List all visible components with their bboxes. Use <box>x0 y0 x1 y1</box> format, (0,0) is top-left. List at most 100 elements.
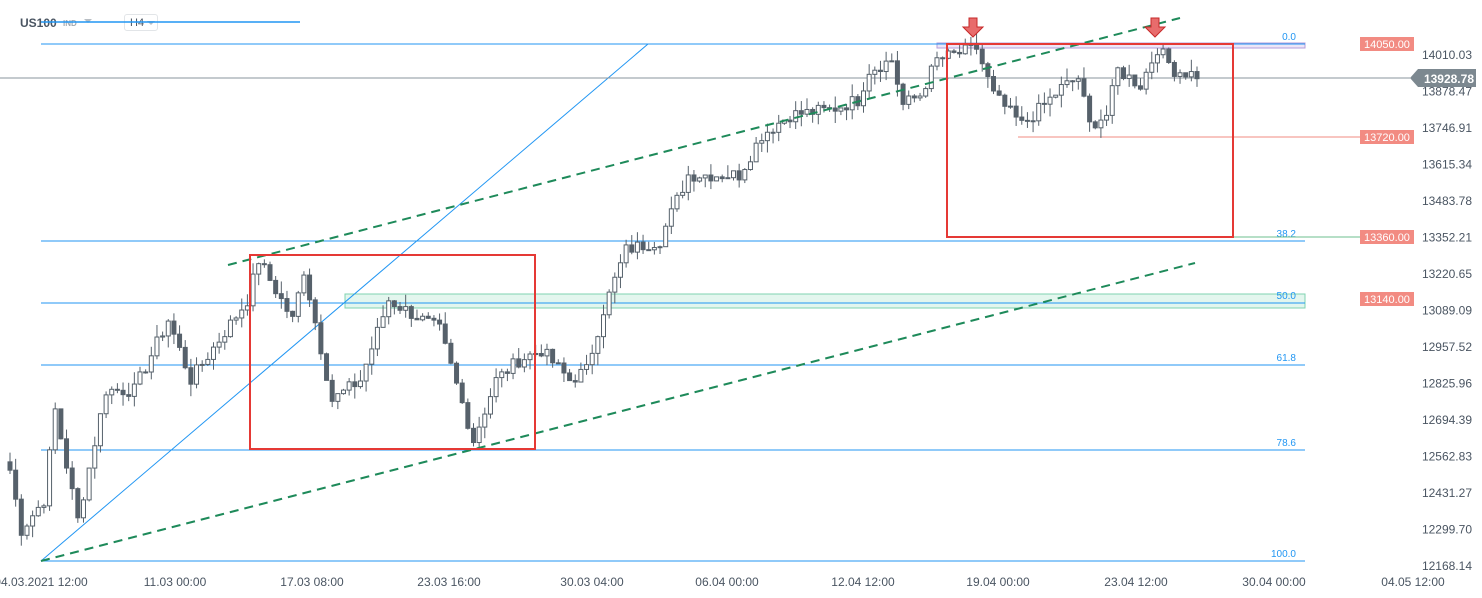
candle-up <box>702 174 708 179</box>
candle-up <box>1047 96 1053 105</box>
candle-down <box>312 299 318 324</box>
candle-up <box>764 131 770 142</box>
candle-up <box>357 380 363 388</box>
candle-up <box>623 244 629 264</box>
candle-down <box>1121 67 1127 80</box>
candle-down <box>1171 61 1177 77</box>
candle-up <box>759 140 765 144</box>
candle-down <box>951 50 957 53</box>
down-arrow-icon <box>961 17 985 38</box>
candle-up <box>804 108 810 115</box>
candle-up <box>256 263 262 275</box>
candle-down <box>352 381 358 388</box>
candle-down <box>64 438 70 469</box>
candle-up <box>753 142 759 163</box>
candle-up <box>482 413 488 428</box>
candle-down <box>391 300 397 308</box>
chart-header: US100 IND H4 <box>0 0 1482 40</box>
upper-trend-line <box>227 17 1181 266</box>
candle-up <box>233 317 239 321</box>
candle-up <box>165 320 171 337</box>
candle-down <box>719 176 725 180</box>
candle-down <box>414 317 420 321</box>
candle-down <box>307 274 313 301</box>
candle-up <box>301 274 307 294</box>
candle-down <box>1019 116 1025 121</box>
candle-up <box>1075 78 1081 82</box>
y-tick-label: 12825.96 <box>1422 376 1472 390</box>
candle-up <box>906 95 912 105</box>
range-box <box>946 43 1234 238</box>
candle-up <box>612 276 618 293</box>
candle-down <box>7 461 13 471</box>
x-tick-label: 11.03 00:00 <box>144 575 207 589</box>
candle-up <box>1160 48 1166 56</box>
candle-down <box>996 90 1002 96</box>
candle-up <box>1036 102 1042 122</box>
current-price-tag <box>1410 69 1476 87</box>
candle-down <box>18 498 24 536</box>
y-tick-label: 12299.70 <box>1422 522 1472 536</box>
candle-up <box>1188 71 1194 78</box>
symbol-label[interactable]: US100 <box>20 16 57 30</box>
candle-up <box>216 341 222 348</box>
candle-down <box>465 402 471 429</box>
candle-down <box>1002 94 1008 107</box>
candle-down <box>561 362 567 374</box>
candle-down <box>787 119 793 123</box>
candle-down <box>985 63 991 78</box>
candle-up <box>657 246 663 249</box>
candle-up <box>1126 74 1132 80</box>
y-tick-label: 13352.21 <box>1422 230 1472 244</box>
candle-up <box>154 336 160 357</box>
candle-down <box>182 346 188 369</box>
candle-up <box>1154 54 1160 64</box>
fib-label: 50.0 <box>1277 291 1297 302</box>
symbol-dropdown-icon[interactable] <box>84 19 92 23</box>
candle-up <box>742 169 748 181</box>
price-label: 13140.00 <box>1364 294 1410 306</box>
candle-down <box>708 174 714 182</box>
candle-up <box>595 336 601 354</box>
candle-up <box>386 300 392 318</box>
candle-up <box>606 291 612 316</box>
fib-diagonal-line <box>40 43 649 562</box>
candle-down <box>1194 71 1200 80</box>
candle-down <box>1081 78 1087 97</box>
candle-down <box>550 348 556 364</box>
candle-up <box>601 314 606 338</box>
candle-up <box>47 449 53 507</box>
candle-up <box>793 110 799 123</box>
candle-down <box>437 319 443 325</box>
candle-up <box>1098 119 1104 129</box>
x-tick-label: 19.04 00:00 <box>966 575 1030 589</box>
candle-down <box>454 362 460 384</box>
candle-up <box>1109 85 1115 116</box>
candle-down <box>261 263 267 266</box>
candle-down <box>1087 95 1093 123</box>
candle-up <box>41 505 47 508</box>
candle-down <box>397 306 403 311</box>
candle-up <box>52 408 58 451</box>
candle-up <box>685 174 691 193</box>
price-label-bg <box>1360 292 1414 306</box>
market-label[interactable]: IND <box>63 19 77 28</box>
candle-up <box>335 393 341 402</box>
candle-up <box>584 364 590 370</box>
candle-up <box>295 292 301 317</box>
candle-up <box>476 426 482 444</box>
lower-trend-line <box>40 262 1196 562</box>
candle-down <box>1183 72 1189 78</box>
candle-up <box>521 359 527 368</box>
candle-down <box>459 382 465 404</box>
x-tick-label: 17.03 08:00 <box>280 575 344 589</box>
candle-up <box>35 506 41 517</box>
candle-up <box>363 363 369 382</box>
candle-down <box>1092 121 1098 129</box>
candle-down <box>114 388 120 391</box>
candle-up <box>883 60 889 73</box>
candle-down <box>278 293 284 300</box>
candle-up <box>346 381 352 391</box>
current-price-label: 13928.78 <box>1424 72 1474 86</box>
